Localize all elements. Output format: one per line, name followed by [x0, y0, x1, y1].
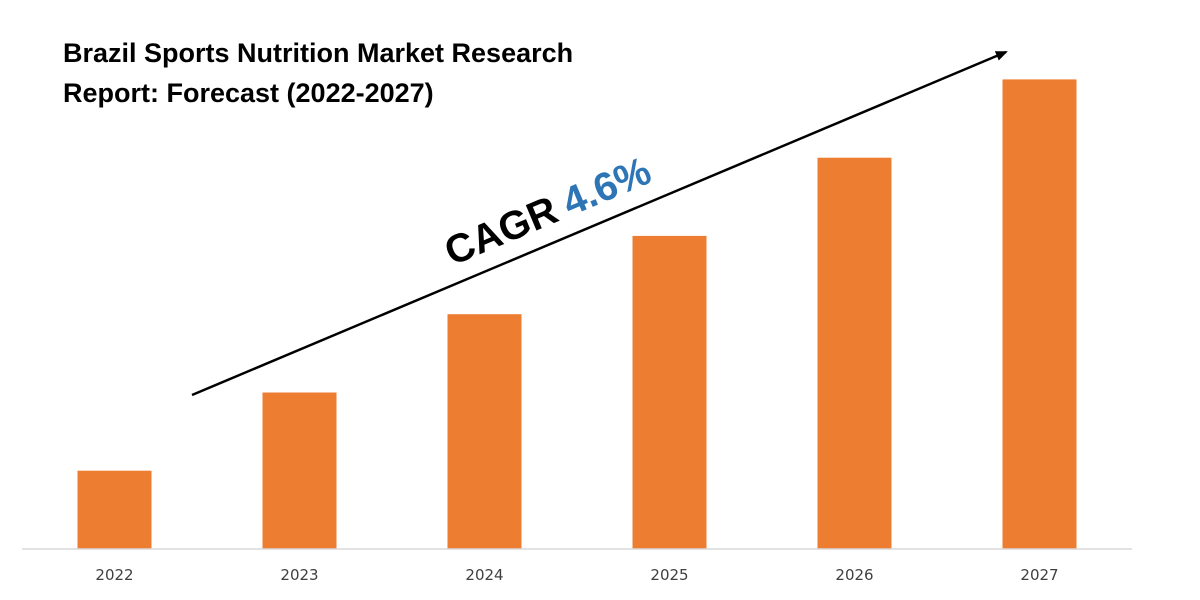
- bar-2023: [262, 392, 337, 549]
- x-tick-label-2023: 2023: [280, 566, 318, 584]
- bars-layer: [77, 79, 1077, 550]
- x-tick-label-2025: 2025: [650, 566, 688, 584]
- trend-arrow: [191, 50, 1008, 397]
- chart-title: Brazil Sports Nutrition Market Research …: [63, 38, 573, 108]
- x-tick-labels: 2022 2023 2024 2025 2026 2027: [95, 566, 1058, 584]
- bar-2025: [632, 235, 707, 549]
- bar-2022: [77, 470, 152, 549]
- bar-2024: [447, 314, 522, 549]
- cagr-prefix: CAGR: [438, 188, 564, 274]
- x-tick-label-2026: 2026: [835, 566, 873, 584]
- x-tick-label-2024: 2024: [465, 566, 503, 584]
- bar-2026: [817, 157, 892, 549]
- x-tick-label-2027: 2027: [1020, 566, 1058, 584]
- chart-title-line-1: Brazil Sports Nutrition Market Research: [63, 38, 573, 68]
- chart-title-line-2: Report: Forecast (2022-2027): [63, 78, 434, 108]
- bar-2027: [1002, 79, 1077, 550]
- cagr-value: 4.6%: [556, 149, 657, 225]
- x-tick-label-2022: 2022: [95, 566, 133, 584]
